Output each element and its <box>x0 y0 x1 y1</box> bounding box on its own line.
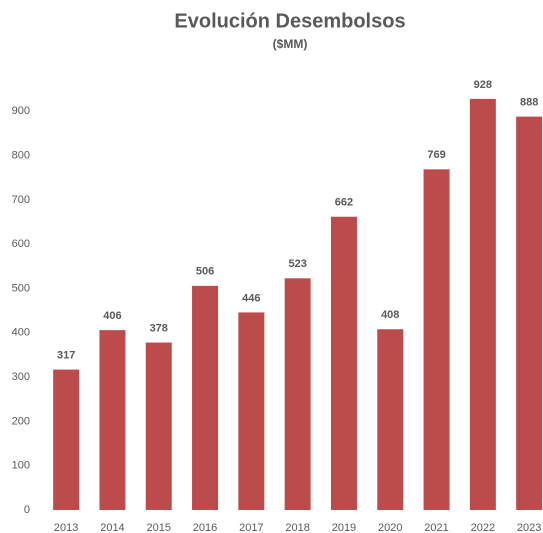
x-tick-label: 2020 <box>378 522 402 533</box>
y-tick-label: 900 <box>12 105 30 117</box>
y-tick-label: 0 <box>24 504 30 516</box>
value-label: 662 <box>335 197 353 209</box>
y-tick-label: 500 <box>12 282 30 294</box>
value-label: 446 <box>242 292 260 304</box>
x-tick-label: 2015 <box>147 522 171 533</box>
bar <box>192 285 219 510</box>
x-tick-label: 2016 <box>193 522 217 533</box>
y-tick-label: 600 <box>12 238 30 250</box>
y-tick-label: 200 <box>12 415 30 427</box>
x-tick-label: 2014 <box>100 522 124 533</box>
x-tick-label: 2018 <box>285 522 309 533</box>
y-tick-label: 700 <box>12 194 30 206</box>
x-tick-label: 2022 <box>471 522 495 533</box>
bar <box>330 216 357 510</box>
y-tick-label: 300 <box>12 371 30 383</box>
x-tick-label: 2017 <box>239 522 263 533</box>
bar <box>145 342 172 510</box>
value-label: 769 <box>427 149 445 161</box>
bar <box>238 312 265 510</box>
y-tick-label: 800 <box>12 150 30 162</box>
value-label: 317 <box>57 349 75 361</box>
value-label: 406 <box>103 310 121 322</box>
chart-title: Evolución Desembolsos <box>174 10 405 32</box>
bar <box>284 278 311 510</box>
x-tick-label: 2023 <box>517 522 541 533</box>
bar <box>377 329 404 510</box>
bar <box>516 116 543 510</box>
x-tick-label: 2019 <box>332 522 356 533</box>
value-label: 506 <box>196 266 214 278</box>
value-label: 378 <box>150 322 168 334</box>
bar <box>423 169 450 510</box>
chart-subtitle: ($MM) <box>273 37 308 51</box>
y-tick-label: 100 <box>12 460 30 472</box>
bar <box>99 330 126 510</box>
x-tick-label: 2021 <box>424 522 448 533</box>
x-tick-label: 2013 <box>54 522 78 533</box>
value-label: 408 <box>381 309 399 321</box>
value-label: 523 <box>288 258 306 270</box>
bar <box>53 369 80 510</box>
y-tick-label: 400 <box>12 327 30 339</box>
bar <box>469 98 496 510</box>
value-label: 928 <box>474 79 492 91</box>
value-label: 888 <box>520 97 538 109</box>
